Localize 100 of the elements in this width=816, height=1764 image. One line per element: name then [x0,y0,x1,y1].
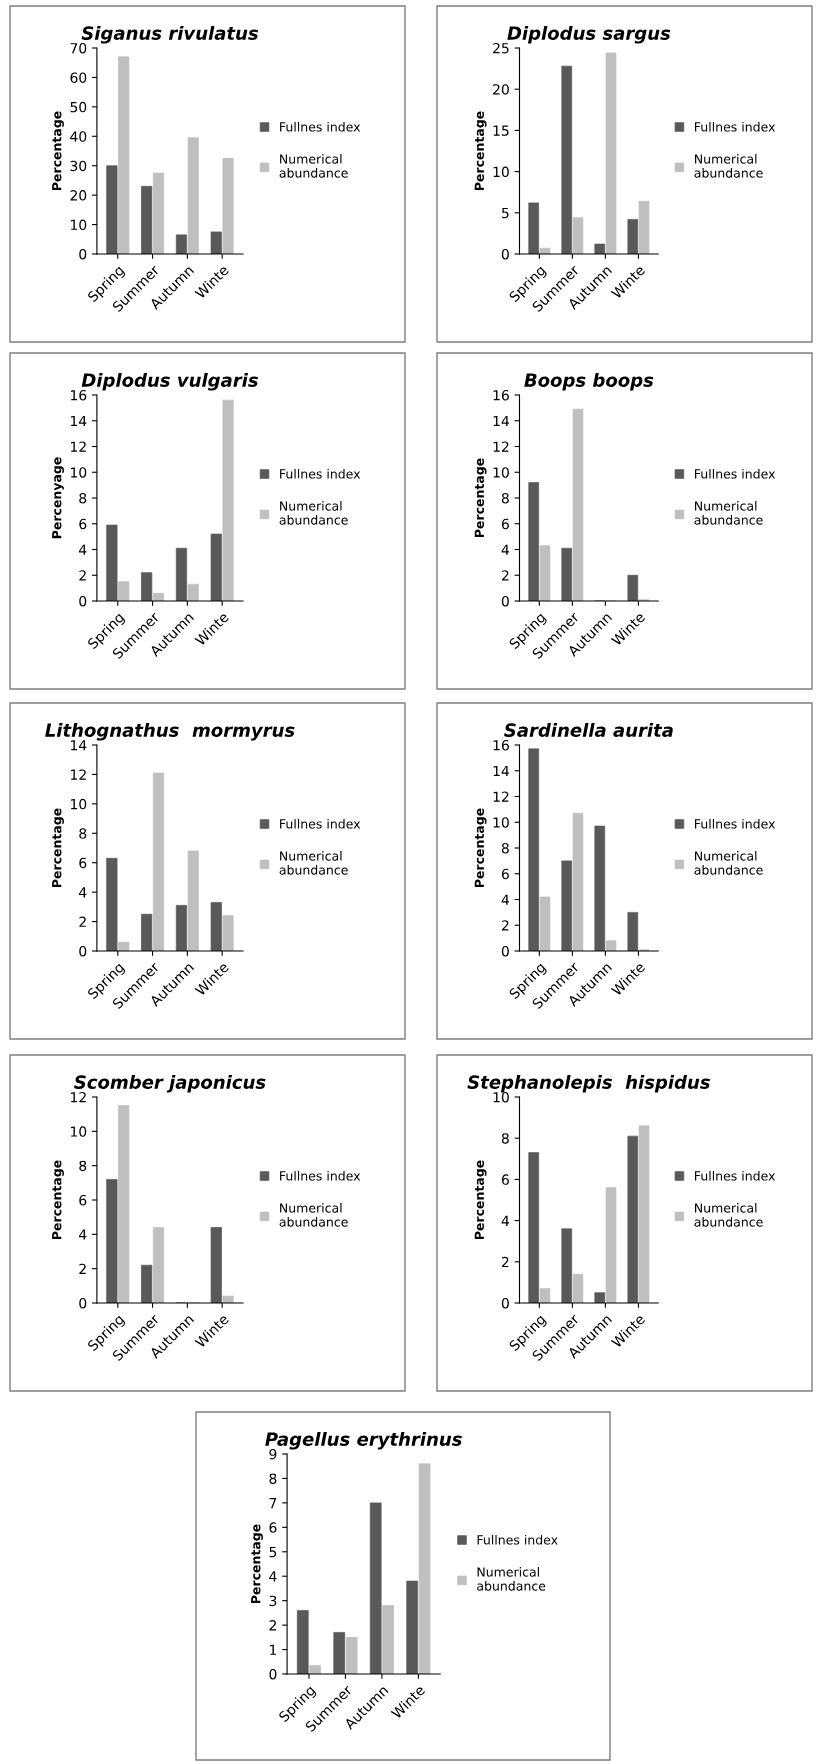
legend-label: Numerical abundance [279,501,348,525]
legend-label: Fullnes index [695,1170,776,1181]
legend-label: Numerical abundance [694,154,763,178]
y-tick-label: 10 [71,467,87,478]
y-tick-label: 4 [79,887,87,898]
legend-label: Numerical abundance [279,1203,348,1227]
legend-label: Fullnes index [280,121,361,132]
legend-label: Fullnes index [280,818,361,829]
y-tick-label: 20 [493,84,509,95]
y-tick-label: 8 [79,1160,87,1172]
y-tick-label: 3 [269,1595,277,1607]
y-tick-label: 4 [501,894,509,905]
y-tick-label: 4 [501,1215,509,1226]
y-tick-label: 10 [493,467,509,478]
y-tick-label: 7 [269,1498,277,1509]
y-tick-label: 40 [70,131,87,142]
legend-label: Numerical abundance [279,154,348,178]
y-tick-label: 2 [79,1263,86,1274]
y-tick-label: 12 [493,441,509,452]
y-tick-label: 2 [501,570,509,581]
y-tick-label: 6 [501,1174,509,1185]
y-tick-label: 2 [501,920,509,931]
legend-label: Fullnes index [477,1534,558,1545]
y-tick-label: 10 [493,1091,509,1103]
legend-label: Numerical abundance [477,1567,546,1591]
chart-title: Siganus rivulatus [81,25,259,44]
y-axis-title: Percentage [52,111,64,191]
y-tick-label: 15 [493,125,509,136]
y-tick-label: 0 [501,945,509,957]
y-axis-title: Percentage [52,1160,64,1240]
y-tick-label: 5 [269,1546,277,1558]
legend-label: Fullnes index [695,818,776,829]
y-tick-label: 10 [493,166,509,178]
chart-title: Sardinella aurita [504,722,673,737]
y-tick-label: 0 [501,1297,509,1309]
y-tick-label: 14 [71,415,87,427]
y-tick-label: 4 [79,1229,87,1240]
y-tick-label: 4 [79,544,87,555]
y-tick-label: 16 [493,739,509,751]
y-tick-label: 8 [269,1473,277,1484]
y-tick-label: 2 [501,1256,509,1268]
legend-label: Fullnes index [695,121,776,132]
y-tick-label: 20 [70,190,87,201]
chart-title: Scomber japonicus [74,1074,266,1093]
legend-label: Numerical abundance [694,851,763,875]
legend-label: Fullnes index [695,468,776,479]
y-tick-label: 2 [79,916,86,927]
y-tick-label: 10 [71,1126,87,1137]
y-tick-label: 6 [501,518,509,530]
legend-label: Fullnes index [280,1170,361,1181]
y-tick-label: 6 [79,518,87,530]
chart-title: Lithognathus mormyrus [45,722,295,741]
y-tick-label: 8 [79,828,87,839]
y-tick-label: 25 [493,42,509,54]
y-tick-label: 14 [71,740,87,751]
chart-title: Boops boops [524,372,654,391]
y-tick-label: 14 [493,415,509,427]
y-tick-label: 2 [269,1620,276,1631]
legend-label: Numerical abundance [694,501,763,525]
y-tick-label: 6 [79,857,87,869]
y-tick-label: 0 [79,248,87,260]
y-tick-label: 0 [79,1297,87,1309]
y-tick-label: 70 [70,42,87,54]
y-tick-label: 2 [79,570,86,581]
y-tick-label: 4 [269,1571,277,1582]
y-axis-title: Percentage [52,808,64,888]
y-tick-label: 12 [493,791,509,802]
y-axis-title: Percentage [474,1160,487,1240]
chart-title: Diplodus vulgaris [81,372,258,391]
y-tick-label: 16 [71,389,87,401]
y-tick-label: 0 [501,595,509,607]
y-tick-label: 50 [70,101,87,113]
y-tick-label: 8 [79,492,87,504]
legend-label: Numerical abundance [279,851,348,875]
y-tick-label: 6 [501,868,509,880]
y-tick-label: 12 [71,769,86,780]
y-axis-title: Percentage [251,1524,263,1604]
legend-label: Numerical abundance [694,1203,763,1227]
y-tick-label: 10 [71,798,87,810]
chart-title: Stephanolepis hispidus [467,1074,710,1093]
y-tick-label: 0 [269,1668,277,1680]
y-tick-label: 1 [270,1644,277,1655]
chart-title: Diplodus sargus [507,25,671,44]
y-axis-title: Percenyage [52,457,64,539]
y-tick-label: 10 [71,219,87,231]
y-axis-title: Percentage [474,808,487,888]
y-tick-label: 60 [70,72,87,83]
y-tick-label: 6 [269,1522,277,1533]
y-tick-label: 10 [493,817,509,828]
y-axis-title: Percentage [474,458,487,538]
y-tick-label: 8 [501,1133,509,1144]
y-tick-label: 16 [493,389,509,401]
y-tick-label: 9 [269,1448,277,1460]
y-tick-label: 0 [79,595,87,607]
y-tick-label: 8 [501,842,509,854]
y-tick-label: 30 [70,160,87,172]
y-tick-label: 6 [79,1194,87,1206]
legend-label: Fullnes index [280,468,361,479]
y-tick-label: 12 [71,1091,86,1103]
y-tick-label: 0 [79,945,87,957]
